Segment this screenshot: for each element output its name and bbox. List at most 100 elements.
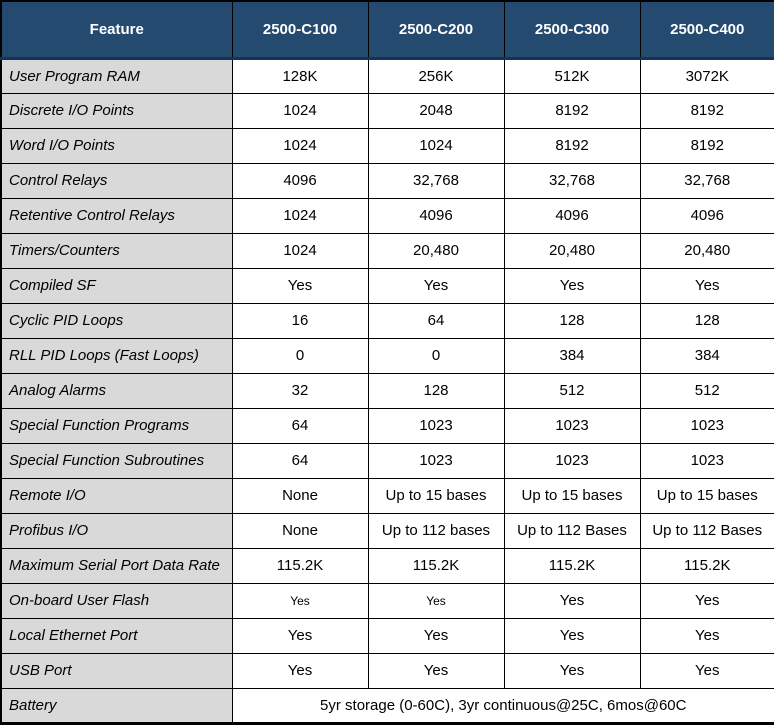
header-cell-2500-c300: 2500-C300 — [503, 0, 641, 60]
value-cell: 128 — [367, 372, 505, 409]
value-cell: Up to 15 bases — [367, 477, 505, 514]
value-cell: Yes — [503, 267, 641, 304]
value-cell: 1024 — [231, 127, 369, 164]
value-cell: 20,480 — [503, 232, 641, 269]
value-cell: Up to 112 Bases — [503, 512, 641, 549]
value-cell: 115.2K — [231, 547, 369, 584]
feature-cell: Discrete I/O Points — [0, 92, 233, 129]
feature-cell: Retentive Control Relays — [0, 197, 233, 234]
value-cell: 1023 — [639, 442, 774, 479]
table-row: Word I/O Points 1024 1024 8192 8192 — [0, 127, 774, 164]
table-row: Analog Alarms 32 128 512 512 — [0, 372, 774, 409]
feature-cell: Cyclic PID Loops — [0, 302, 233, 339]
value-cell: Up to 15 bases — [639, 477, 774, 514]
table-row: Remote I/O None Up to 15 bases Up to 15 bas… — [0, 477, 774, 514]
value-cell: 1024 — [231, 92, 369, 129]
value-cell: Up to 15 bases — [503, 477, 641, 514]
value-cell: 32,768 — [503, 162, 641, 199]
feature-cell: Maximum Serial Port Data Rate — [0, 547, 233, 584]
value-cell: 1023 — [367, 407, 505, 444]
value-cell: 3072K — [639, 57, 774, 94]
value-cell: 115.2K — [503, 547, 641, 584]
value-cell: 1024 — [231, 197, 369, 234]
value-cell: 256K — [367, 57, 505, 94]
header-row: Feature 2500-C100 2500-C200 2500-C300 25… — [0, 0, 774, 60]
value-cell: Yes — [231, 652, 369, 689]
value-cell: 20,480 — [639, 232, 774, 269]
table-row: Special Function Subroutines 64 1023 1023 10… — [0, 442, 774, 479]
value-cell: 8192 — [503, 92, 641, 129]
feature-cell: Analog Alarms — [0, 372, 233, 409]
table-row: Special Function Programs 64 1023 1023 1023 — [0, 407, 774, 444]
value-cell: 4096 — [231, 162, 369, 199]
table-row: Cyclic PID Loops 16 64 128 128 — [0, 302, 774, 339]
value-cell: Yes — [367, 582, 505, 619]
feature-cell: Remote I/O — [0, 477, 233, 514]
value-cell: Yes — [367, 617, 505, 654]
value-cell: Yes — [503, 617, 641, 654]
value-cell: 64 — [231, 407, 369, 444]
value-cell: 64 — [367, 302, 505, 339]
table-body: User Program RAM 128K 256K 512K 3072K Discret… — [0, 57, 774, 724]
table-row: Profibus I/O None Up to 112 bases Up to 112… — [0, 512, 774, 549]
feature-cell: Profibus I/O — [0, 512, 233, 549]
value-cell: 384 — [503, 337, 641, 374]
value-cell: 512K — [503, 57, 641, 94]
value-cell: 128K — [231, 57, 369, 94]
value-cell: 8192 — [639, 127, 774, 164]
header-cell-feature: Feature — [0, 0, 233, 60]
value-cell: 32,768 — [367, 162, 505, 199]
value-cell: 512 — [639, 372, 774, 409]
value-cell: Up to 112 bases — [367, 512, 505, 549]
table-row: Timers/Counters 1024 20,480 20,480 20,480 — [0, 232, 774, 269]
table-row: RLL PID Loops (Fast Loops) 0 0 384 384 — [0, 337, 774, 374]
value-cell: Yes — [503, 652, 641, 689]
value-cell: 0 — [367, 337, 505, 374]
value-cell: 20,480 — [367, 232, 505, 269]
feature-cell: Timers/Counters — [0, 232, 233, 269]
table-row: User Program RAM 128K 256K 512K 3072K — [0, 57, 774, 94]
table-row: USB Port Yes Yes Yes Yes — [0, 652, 774, 689]
table-row: Discrete I/O Points 1024 2048 8192 8192 — [0, 92, 774, 129]
value-cell: 64 — [231, 442, 369, 479]
value-cell: 384 — [639, 337, 774, 374]
value-cell: 1023 — [503, 442, 641, 479]
value-cell: None — [231, 512, 369, 549]
table-row: Compiled SF Yes Yes Yes Yes — [0, 267, 774, 304]
value-cell: Yes — [231, 267, 369, 304]
table-header: Feature 2500-C100 2500-C200 2500-C300 25… — [0, 0, 774, 60]
feature-cell: Special Function Programs — [0, 407, 233, 444]
header-cell-2500-c100: 2500-C100 — [231, 0, 369, 60]
value-cell: 1023 — [639, 407, 774, 444]
value-cell: Yes — [639, 652, 774, 689]
feature-cell: RLL PID Loops (Fast Loops) — [0, 337, 233, 374]
value-cell: Yes — [231, 617, 369, 654]
value-cell: 1023 — [367, 442, 505, 479]
value-cell: 128 — [639, 302, 774, 339]
table-row: Retentive Control Relays 1024 4096 4096 4096 — [0, 197, 774, 234]
feature-cell: USB Port — [0, 652, 233, 689]
value-cell: 4096 — [367, 197, 505, 234]
table-row: On-board User Flash Yes Yes Yes Yes — [0, 582, 774, 619]
value-cell: 4096 — [503, 197, 641, 234]
value-cell: Yes — [639, 267, 774, 304]
value-cell: 115.2K — [367, 547, 505, 584]
feature-cell: User Program RAM — [0, 57, 233, 94]
value-cell: 128 — [503, 302, 641, 339]
table-row: Local Ethernet Port Yes Yes Yes Yes — [0, 617, 774, 654]
value-cell: 32 — [231, 372, 369, 409]
value-cell: Yes — [231, 582, 369, 619]
table-row: Battery 5yr storage (0-60C), 3yr continuo… — [0, 687, 774, 724]
value-cell: 1023 — [503, 407, 641, 444]
value-cell: 115.2K — [639, 547, 774, 584]
value-cell: 32,768 — [639, 162, 774, 199]
value-cell: 1024 — [231, 232, 369, 269]
value-cell: Yes — [503, 582, 641, 619]
value-cell: 2048 — [367, 92, 505, 129]
value-cell: Yes — [639, 582, 774, 619]
feature-cell: Compiled SF — [0, 267, 233, 304]
value-cell: 0 — [231, 337, 369, 374]
value-cell: Yes — [367, 652, 505, 689]
value-cell: 8192 — [503, 127, 641, 164]
